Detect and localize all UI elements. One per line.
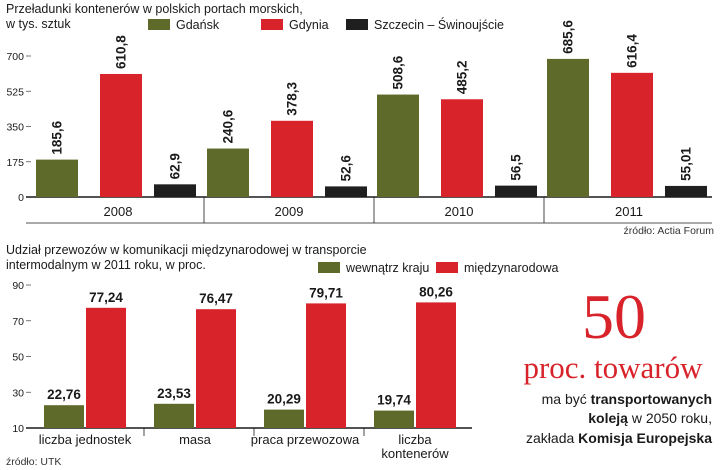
- callout-line1-pre: ma być: [542, 391, 591, 407]
- chart1-ytick-label: 175: [6, 157, 24, 169]
- chart1-value-label: 185,6: [50, 120, 65, 154]
- legend-label-gdansk: Gdańsk: [176, 18, 220, 32]
- callout-line2-bold: koleją: [588, 410, 628, 426]
- legend-swatch-miedzynarodowa: [436, 262, 458, 273]
- chart2-value-label: 20,29: [267, 392, 301, 407]
- callout-big-number: 50: [582, 281, 646, 352]
- chart1-value-label: 378,3: [285, 82, 300, 116]
- chart1-ytick-label: 525: [6, 86, 24, 98]
- callout-line1-bold: transportowanych: [591, 391, 712, 407]
- chart2-ytick-label: 30: [12, 387, 24, 399]
- chart2-value-label: 80,26: [419, 284, 453, 299]
- chart1-ytick-label: 350: [6, 122, 24, 134]
- chart2-category-label: liczba jednostek: [39, 432, 132, 447]
- chart1-bar: [665, 185, 707, 197]
- chart1-value-label: 52,6: [339, 155, 354, 182]
- chart1-category-label: 2009: [275, 204, 304, 219]
- chart1-source: źródło: Actia Forum: [624, 225, 715, 237]
- chart2-source: źródło: UTK: [6, 456, 61, 468]
- legend-label-kraj: wewnątrz kraju: [345, 261, 429, 275]
- chart2-value-label: 23,53: [157, 386, 191, 401]
- chart2-category-labels: liczba jednostek masa praca przewozowa licz…: [39, 432, 449, 461]
- chart-containers: Przeładunki kontenerów w polskich portac…: [5, 2, 714, 237]
- chart2-bar: [44, 405, 84, 428]
- chart1-title: Przeładunki kontenerów w polskich portac…: [5, 2, 303, 31]
- chart1-value-label: 685,6: [561, 20, 576, 54]
- legend-label-miedzynarodowa: międzynarodowa: [464, 261, 559, 275]
- chart1-value-label: 56,5: [509, 154, 524, 181]
- legend-label-szczecin: Szczecin – Świnoujście: [374, 17, 504, 32]
- chart2-category-label: liczba kontenerów: [381, 432, 449, 461]
- callout-line-1: ma być transportowanych: [542, 391, 712, 407]
- chart2-category-label: praca przewozowa: [251, 432, 360, 447]
- chart1-bar: [154, 184, 196, 197]
- callout-line3-pre: zakłada: [526, 430, 578, 446]
- callout-line-3: zakłada Komisja Europejska: [526, 430, 712, 446]
- chart1-bar: [271, 120, 313, 197]
- callout-line2-post: w 2050 roku,: [628, 410, 712, 426]
- chart1-ytick-label: 700: [6, 51, 24, 63]
- chart1-bar: [495, 185, 537, 197]
- chart1-value-labels: 185,6 610,8 62,9 240,6 378,3 52,6 508,6 485,2 56…: [50, 20, 694, 182]
- chart2-bar: [154, 403, 194, 428]
- legend-label-gdynia: Gdynia: [289, 18, 329, 32]
- chart1-bar: [441, 99, 483, 197]
- chart2-value-label: 19,74: [377, 393, 411, 408]
- callout-line-2: koleją w 2050 roku,: [588, 410, 712, 426]
- chart-intermodal-share: Udział przewozów w komunikacji międzynar…: [6, 243, 559, 468]
- legend-swatch-szczecin: [346, 19, 368, 30]
- chart2-legend: wewnątrz kraju międzynarodowa: [318, 261, 559, 275]
- chart2-bar: [196, 309, 236, 428]
- chart2-ytick-label: 50: [12, 352, 24, 364]
- callout-unit: proc. towarów: [523, 350, 703, 385]
- chart1-bar: [611, 72, 653, 197]
- chart2-bars: [44, 302, 456, 428]
- chart1-bar: [36, 159, 78, 197]
- chart2-value-label: 77,24: [89, 290, 123, 305]
- chart1-category-label: 2011: [615, 204, 643, 219]
- chart1-bar: [207, 148, 249, 197]
- legend-swatch-gdynia: [261, 19, 283, 30]
- chart1-category-label: 2008: [104, 204, 133, 219]
- chart1-value-label: 508,6: [391, 55, 406, 89]
- chart1-bars: [36, 58, 707, 197]
- chart2-value-label: 22,76: [47, 387, 81, 402]
- legend-swatch-gdansk: [148, 19, 170, 30]
- chart1-bar: [325, 186, 367, 197]
- chart2-bar: [374, 410, 414, 428]
- chart1-bar: [377, 94, 419, 197]
- chart1-legend: Gdańsk Gdynia Szczecin – Świnoujście: [148, 17, 504, 32]
- chart1-value-label: 610,8: [114, 35, 129, 69]
- chart2-value-label: 76,47: [199, 291, 233, 306]
- legend-swatch-kraj: [318, 262, 340, 273]
- chart1-category-labels: 2008 2009 2010 2011: [104, 204, 643, 219]
- chart1-value-label: 62,9: [168, 153, 183, 179]
- chart2-title: Udział przewozów w komunikacji międzynar…: [6, 243, 367, 272]
- chart2-bar: [306, 303, 346, 428]
- chart1-value-label: 616,4: [625, 34, 640, 68]
- chart2-value-label: 79,71: [309, 285, 343, 300]
- callout: 50 proc. towarów ma być transportowanych…: [523, 281, 712, 446]
- chart2-bar: [86, 307, 126, 428]
- chart2-ytick-label: 90: [12, 280, 24, 292]
- chart2-bar: [416, 302, 456, 428]
- chart2-ytick-label: 70: [12, 316, 24, 328]
- chart1-category-label: 2010: [445, 204, 474, 219]
- chart2-bar: [264, 409, 304, 428]
- chart1-bar: [547, 58, 589, 197]
- callout-line3-bold: Komisja Europejska: [578, 430, 712, 446]
- chart1-value-label: 485,2: [455, 60, 470, 94]
- chart2-ytick-label: 10: [12, 423, 24, 435]
- chart1-bar: [100, 73, 142, 197]
- chart1-ytick-label: 0: [18, 192, 24, 204]
- chart2-value-labels: 22,76 77,24 23,53 76,47 20,29 79,71 19,74 80,26: [47, 284, 453, 407]
- chart2-category-label: masa: [179, 432, 212, 447]
- chart1-value-label: 55,01: [679, 147, 694, 181]
- chart1-value-label: 240,6: [221, 109, 236, 143]
